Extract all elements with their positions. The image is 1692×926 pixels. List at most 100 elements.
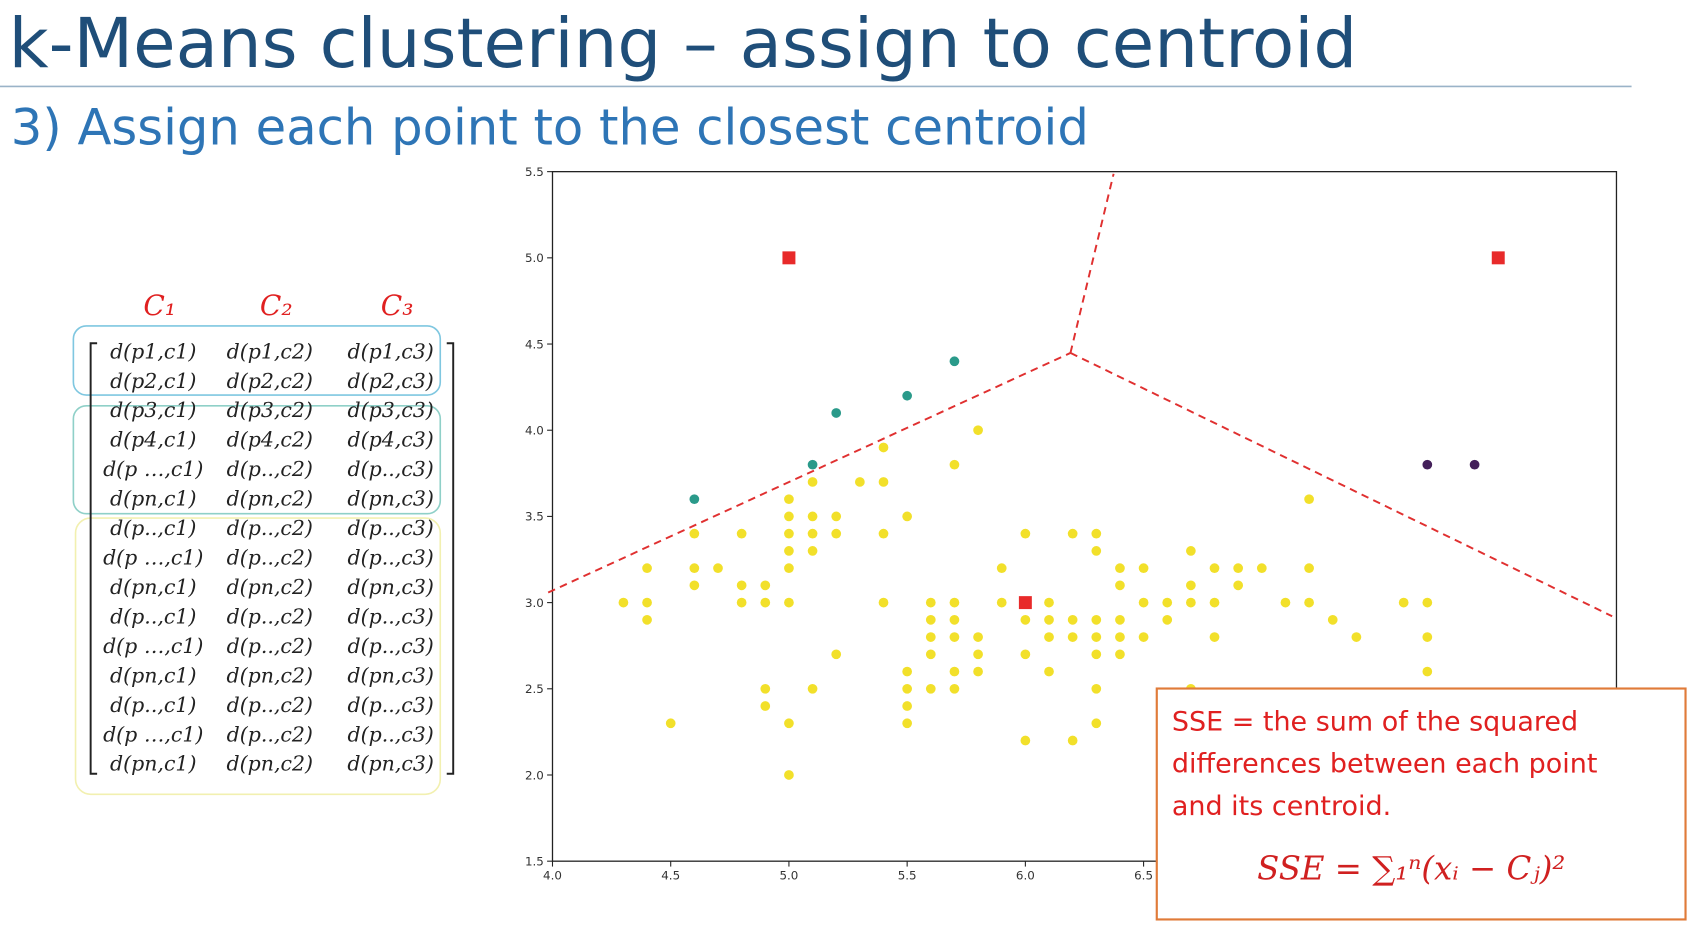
matrix-cell: d(p..,c2): [227, 457, 313, 481]
matrix-cell: d(p..,c1): [110, 604, 196, 628]
point: [784, 528, 794, 539]
matrix-cell: d(pn,c2): [227, 487, 313, 511]
matrix-cell: d(p3,c2): [227, 398, 313, 422]
matrix-cell: d(p2,c2): [227, 369, 313, 393]
point: [618, 597, 629, 608]
matrix-cell: d(p..,c2): [227, 722, 313, 746]
point: [1091, 528, 1102, 539]
point: [1091, 683, 1102, 694]
point: [949, 632, 960, 642]
matrix-cell: d(p1,c2): [227, 339, 313, 363]
slide-subtitle: 3) Assign each point to the closest cent…: [11, 99, 1089, 157]
slide-title: k-Means clustering – assign to centroid: [9, 4, 1358, 84]
point: [1209, 563, 1220, 573]
point: [1209, 632, 1220, 642]
point: [1138, 597, 1149, 608]
matrix-cell: d(pn,c1): [110, 575, 196, 599]
point: [878, 597, 889, 608]
x-tick-label: 6.0: [1016, 869, 1035, 883]
point: [973, 632, 983, 642]
matrix-cell: d(p …,c1): [103, 634, 203, 658]
point: [784, 597, 794, 608]
matrix-cell: d(p …,c1): [103, 457, 203, 481]
point: [925, 649, 936, 660]
y-tick-label: 2.0: [525, 768, 544, 782]
point: [902, 683, 913, 694]
point: [1304, 563, 1314, 573]
point: [807, 459, 818, 470]
point: [760, 580, 771, 591]
matrix-cell: d(p2,c3): [347, 369, 433, 393]
y-tick-label: 4.5: [525, 337, 544, 351]
point: [1091, 614, 1102, 625]
matrix-cell: d(p..,c2): [227, 546, 313, 570]
sse-formula: SSE = ∑₁ⁿ(xᵢ − Cⱼ)²: [1257, 850, 1565, 888]
matrix-cell: d(p..,c1): [110, 516, 196, 540]
decision-boundaries: [547, 173, 1613, 618]
point: [949, 459, 960, 470]
matrix-cell: d(pn,c3): [347, 752, 433, 776]
point: [949, 614, 960, 625]
point: [1327, 614, 1338, 625]
point: [902, 511, 913, 522]
point: [1304, 597, 1314, 608]
y-tick-label: 3.0: [525, 596, 544, 610]
column-header: C₂: [260, 289, 293, 322]
sse-box: SSE = the sum of the squared differences…: [1155, 687, 1687, 921]
group-box: [72, 325, 442, 396]
point: [760, 701, 771, 711]
matrix-cell: d(pn,c2): [227, 575, 313, 599]
centroid: [1018, 596, 1032, 610]
x-tick-label: 4.5: [661, 869, 680, 883]
sse-text: SSE = the sum of the squared: [1172, 707, 1578, 738]
point: [1091, 632, 1102, 642]
point: [1115, 649, 1125, 660]
x-tick-label: 4.0: [543, 869, 562, 883]
matrix-cell: d(p..,c3): [347, 457, 433, 481]
matrix-cell: d(p..,c1): [110, 693, 196, 717]
point: [925, 614, 936, 625]
matrix-cell: d(p..,c2): [227, 516, 313, 540]
point: [902, 701, 913, 711]
point: [784, 511, 794, 522]
point: [689, 563, 700, 573]
boundary-line: [1069, 173, 1115, 354]
sse-text: and its centroid.: [1172, 791, 1391, 822]
point: [784, 494, 794, 505]
point: [1233, 563, 1244, 573]
boundary-line: [547, 352, 1071, 594]
matrix-cell: d(p4,c1): [110, 428, 196, 452]
point: [1469, 459, 1480, 470]
point: [1020, 649, 1031, 660]
point: [736, 528, 747, 539]
point: [736, 597, 747, 608]
x-tick-label: 5.5: [898, 869, 917, 883]
point: [807, 683, 818, 694]
point: [973, 649, 983, 660]
point: [1091, 649, 1102, 660]
point: [1138, 632, 1149, 642]
point: [831, 511, 842, 522]
point: [996, 563, 1007, 573]
matrix-cell: d(p..,c3): [347, 693, 433, 717]
matrix-cell: d(p..,c3): [347, 546, 433, 570]
point: [784, 718, 794, 729]
point: [1115, 614, 1125, 625]
y-tick-label: 5.5: [525, 165, 544, 179]
y-tick-label: 1.5: [525, 854, 544, 868]
point: [1067, 735, 1078, 746]
matrix-cell: d(p..,c2): [227, 693, 313, 717]
matrix-cell: d(p3,c1): [110, 398, 196, 422]
matrix-cell: d(pn,c2): [227, 663, 313, 687]
point: [831, 408, 842, 418]
matrix-cell: d(pn,c3): [347, 663, 433, 687]
point: [1091, 546, 1102, 556]
point: [784, 546, 794, 556]
point: [1304, 494, 1314, 505]
point: [807, 528, 818, 539]
point: [1186, 546, 1196, 556]
y-tick-label: 5.0: [525, 251, 544, 265]
point: [1280, 597, 1291, 608]
point: [807, 546, 818, 556]
